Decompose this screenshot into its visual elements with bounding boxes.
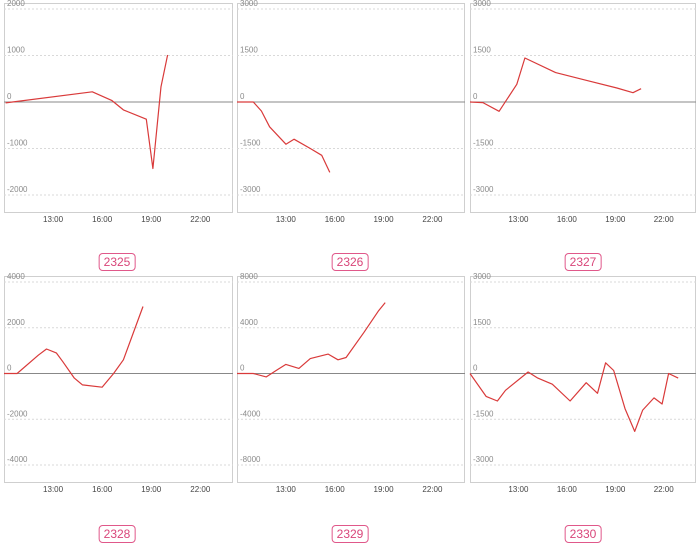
x-tick-label: 19:00 bbox=[374, 485, 395, 494]
series-line bbox=[4, 306, 144, 388]
x-tick-label: 13:00 bbox=[276, 485, 297, 494]
y-tick-label: 0 bbox=[240, 364, 245, 373]
y-tick-label: 1500 bbox=[473, 46, 491, 55]
x-tick-label: 22:00 bbox=[190, 215, 211, 224]
x-tick-label: 22:00 bbox=[654, 485, 675, 494]
x-tick-label: 19:00 bbox=[605, 215, 626, 224]
y-tick-label: 4000 bbox=[240, 318, 258, 327]
y-tick-label: 4000 bbox=[7, 272, 25, 281]
series-line bbox=[237, 101, 331, 173]
x-tick-label: 22:00 bbox=[190, 485, 211, 494]
x-tick-label: 16:00 bbox=[325, 215, 346, 224]
y-tick-label: -1500 bbox=[473, 409, 494, 418]
y-tick-label: -1500 bbox=[240, 139, 261, 148]
x-tick-label: 19:00 bbox=[605, 485, 626, 494]
x-tick-label: 16:00 bbox=[92, 485, 113, 494]
x-tick-label: 22:00 bbox=[654, 215, 675, 224]
y-tick-label: -3000 bbox=[473, 455, 494, 464]
x-tick-label: 19:00 bbox=[141, 215, 162, 224]
chart-panel: 2000 1000 0 -1000 -2000 13:00 16:00 19:00 22:00 bbox=[4, 0, 233, 224]
chart-panel: 4000 2000 0 -2000 -4000 13:00 16:00 19:00 22:00 bbox=[4, 272, 233, 494]
x-tick-label: 13:00 bbox=[508, 215, 529, 224]
y-tick-label: -1000 bbox=[7, 139, 28, 148]
line-chart: 3000 1500 0 -1500 -3000 13:00 16:00 19:00 22:00 bbox=[469, 0, 696, 224]
chart-code-label[interactable]: 2328 bbox=[98, 525, 136, 543]
chart-code-label[interactable]: 2325 bbox=[98, 253, 136, 271]
y-tick-label: -1500 bbox=[473, 139, 494, 148]
y-tick-label: 0 bbox=[7, 364, 12, 373]
line-chart: 3000 1500 0 -1500 -3000 13:00 16:00 19:00 22:00 bbox=[469, 272, 696, 494]
chart-panel: 3000 1500 0 -1500 -3000 13:00 16:00 19:00 22:00 bbox=[469, 0, 696, 224]
y-tick-label: 1500 bbox=[473, 318, 491, 327]
chart-panel: 8000 4000 0 -4000 -8000 13:00 16:00 19:00 22:00 bbox=[237, 272, 465, 494]
y-tick-label: 0 bbox=[473, 92, 478, 101]
x-tick-label: 16:00 bbox=[557, 215, 578, 224]
x-tick-label: 13:00 bbox=[508, 485, 529, 494]
chart-frame bbox=[237, 276, 465, 483]
line-chart: 3000 1500 0 -1500 -3000 13:00 16:00 19:00 22:00 bbox=[237, 0, 465, 224]
y-tick-label: 0 bbox=[473, 364, 478, 373]
y-tick-label: 2000 bbox=[7, 318, 25, 327]
chart-frame bbox=[470, 276, 696, 483]
y-tick-label: 8000 bbox=[240, 272, 258, 281]
y-tick-label: 3000 bbox=[473, 272, 491, 281]
y-tick-label: 0 bbox=[7, 92, 12, 101]
chart-code-label[interactable]: 2330 bbox=[564, 525, 602, 543]
y-tick-label: -3000 bbox=[473, 185, 494, 194]
chart-frame bbox=[4, 3, 233, 213]
chart-panel: 3000 1500 0 -1500 -3000 13:00 16:00 19:00 22:00 bbox=[237, 0, 465, 224]
x-tick-label: 13:00 bbox=[43, 215, 64, 224]
chart-frame bbox=[470, 3, 696, 213]
chart-panel: 3000 1500 0 -1500 -3000 13:00 16:00 19:00 22:00 bbox=[469, 272, 696, 494]
y-tick-label: 3000 bbox=[240, 0, 258, 8]
y-tick-label: 3000 bbox=[473, 0, 491, 8]
y-tick-label: -8000 bbox=[240, 455, 261, 464]
x-tick-label: 19:00 bbox=[374, 215, 395, 224]
series-line bbox=[5, 54, 169, 170]
chart-code-label[interactable]: 2327 bbox=[564, 253, 602, 271]
x-tick-label: 22:00 bbox=[422, 215, 443, 224]
line-chart: 8000 4000 0 -4000 -8000 13:00 16:00 19:00 22:00 bbox=[237, 272, 465, 494]
series-line bbox=[237, 302, 386, 378]
x-tick-label: 13:00 bbox=[276, 215, 297, 224]
line-chart: 4000 2000 0 -2000 -4000 13:00 16:00 19:00 22:00 bbox=[4, 272, 233, 494]
y-tick-label: -4000 bbox=[240, 409, 261, 418]
x-tick-label: 22:00 bbox=[422, 485, 443, 494]
y-tick-label: 1500 bbox=[240, 46, 258, 55]
y-tick-label: -4000 bbox=[7, 455, 28, 464]
series-line bbox=[469, 57, 642, 112]
x-tick-label: 13:00 bbox=[43, 485, 64, 494]
y-tick-label: 0 bbox=[240, 92, 245, 101]
y-tick-label: 2000 bbox=[7, 0, 25, 8]
y-tick-label: -3000 bbox=[240, 185, 261, 194]
y-tick-label: -2000 bbox=[7, 409, 28, 418]
y-tick-label: -2000 bbox=[7, 185, 28, 194]
x-tick-label: 16:00 bbox=[557, 485, 578, 494]
chart-code-label[interactable]: 2329 bbox=[331, 525, 369, 543]
chart-code-label[interactable]: 2326 bbox=[331, 253, 369, 271]
line-chart: 2000 1000 0 -1000 -2000 13:00 16:00 19:00 22:00 bbox=[4, 0, 233, 224]
x-tick-label: 16:00 bbox=[92, 215, 113, 224]
series-line bbox=[469, 362, 679, 432]
chart-frame bbox=[4, 276, 233, 483]
chart-frame bbox=[237, 3, 465, 213]
x-tick-label: 16:00 bbox=[325, 485, 346, 494]
y-tick-label: 1000 bbox=[7, 46, 25, 55]
x-tick-label: 19:00 bbox=[141, 485, 162, 494]
